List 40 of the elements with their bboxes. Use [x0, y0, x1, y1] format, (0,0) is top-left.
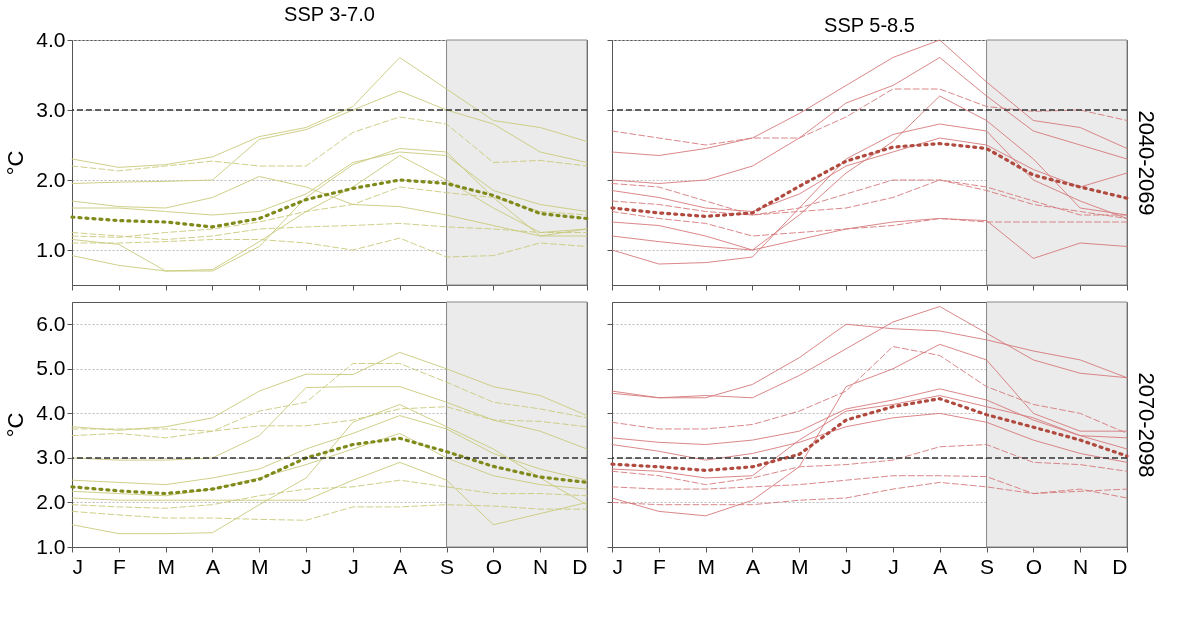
- y2-axis-title: 2070-2098: [1133, 372, 1159, 478]
- x-tick-label: A: [393, 554, 408, 578]
- x-tick-label: J: [301, 554, 312, 578]
- y-tick-label: 2.0: [36, 167, 66, 191]
- x-tick-label: O: [485, 554, 503, 578]
- x-tick-label: N: [533, 554, 549, 578]
- chart-title: SSP 5-8.5: [824, 13, 915, 36]
- chart-title: SSP 3-7.0: [284, 3, 375, 25]
- x-tick-label: D: [572, 554, 588, 578]
- x-tick-label: J: [841, 554, 852, 578]
- y-tick-label: 4.0: [36, 400, 66, 424]
- x-tick-label: M: [791, 554, 809, 578]
- y-tick-label: 6.0: [36, 311, 66, 335]
- x-tick-label: M: [157, 554, 175, 578]
- x-tick-label: F: [652, 554, 666, 578]
- x-tick-label: S: [980, 554, 995, 578]
- x-tick-label: S: [440, 554, 455, 578]
- y-tick-label: 3.0: [36, 445, 66, 469]
- x-tick-label: M: [697, 554, 715, 578]
- x-tick-label: F: [112, 554, 126, 578]
- x-tick-label: A: [745, 554, 760, 578]
- y-tick-label: 2.0: [36, 489, 66, 513]
- x-tick-label: J: [888, 554, 899, 578]
- y-axis-title: °C: [3, 412, 29, 438]
- y-tick-label: 4.0: [36, 27, 66, 51]
- y-tick-label: 1.0: [36, 237, 66, 261]
- x-tick-label: O: [1025, 554, 1043, 578]
- x-tick-label: A: [933, 554, 948, 578]
- x-tick-label: M: [251, 554, 269, 578]
- y-tick-label: 5.0: [36, 356, 66, 380]
- x-tick-label: N: [1073, 554, 1089, 578]
- y2-axis-title: 2040-2069: [1133, 110, 1159, 216]
- x-tick-label: J: [348, 554, 359, 578]
- y-axis-title: °C: [3, 150, 29, 176]
- y-tick-label: 3.0: [36, 97, 66, 121]
- y-tick-label: 1.0: [36, 534, 66, 558]
- x-tick-label: J: [72, 554, 83, 578]
- x-tick-label: A: [205, 554, 220, 578]
- x-tick-label: D: [1112, 554, 1128, 578]
- x-tick-label: J: [612, 554, 623, 578]
